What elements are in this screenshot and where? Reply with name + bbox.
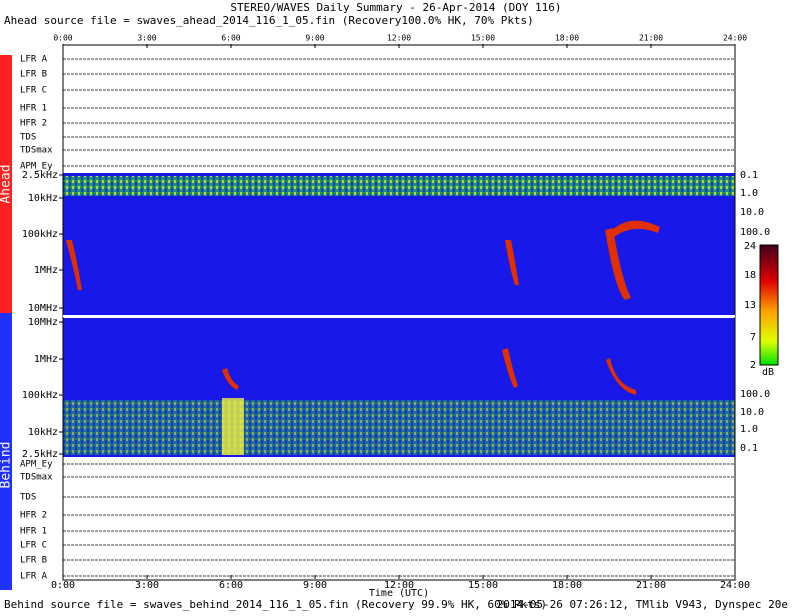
freq-label: 1MHz — [34, 265, 58, 276]
panel-label: TDS — [20, 133, 36, 143]
time-tick-top: 6:00 — [221, 34, 240, 43]
panel-label: LFR C — [20, 541, 47, 551]
behind-source: Behind source file = swaves_behind_2014_… — [4, 598, 547, 611]
colorbar-tick: 2 — [750, 360, 756, 371]
x-label: Time (UTC) — [369, 588, 429, 599]
time-tick-bottom: 18:00 — [552, 580, 582, 591]
behind-label: Behind — [0, 442, 14, 489]
freq-label: 10kHz — [28, 427, 58, 438]
colorbar-tick: 24 — [744, 241, 756, 252]
freq-label: 10MHz — [28, 317, 58, 328]
panel-label: HFR 1 — [20, 104, 47, 114]
panel-label: LFR B — [20, 556, 47, 566]
behind-noise — [63, 400, 735, 455]
time-tick-top: 9:00 — [305, 34, 324, 43]
behind-bar — [0, 313, 12, 590]
time-tick-top: 18:00 — [555, 34, 579, 43]
colorbar-tick: 18 — [744, 270, 756, 281]
time-tick-bottom: 24:00 — [720, 580, 750, 591]
right-axis-label: 0.1 — [740, 443, 758, 454]
freq-label: 10kHz — [28, 193, 58, 204]
right-axis-label: 1.0 — [740, 188, 758, 199]
panel-label: HFR 2 — [20, 119, 47, 129]
time-tick-bottom: 6:00 — [219, 580, 243, 591]
freq-label: 10MHz — [28, 303, 58, 314]
right-axis-label: 100.0 — [740, 227, 770, 238]
time-tick-bottom: 21:00 — [636, 580, 666, 591]
time-tick-bottom: 15:00 — [468, 580, 498, 591]
panel-label: LFR A — [20, 55, 48, 65]
panel-label: LFR A — [20, 572, 48, 582]
panel-label: HFR 2 — [20, 511, 47, 521]
colorbar-tick: 7 — [750, 332, 756, 343]
freq-label: 100kHz — [22, 390, 58, 401]
time-tick-bottom: 0:00 — [51, 580, 75, 591]
right-axis-label: 100.0 — [740, 389, 770, 400]
panel-label: TDS — [20, 493, 36, 503]
panel-label: HFR 1 — [20, 527, 47, 537]
ahead-noise — [63, 176, 735, 196]
right-axis-label: 10.0 — [740, 407, 764, 418]
time-tick-top: 12:00 — [387, 34, 411, 43]
time-tick-top: 24:00 — [723, 34, 747, 43]
time-tick-bottom: 12:00 — [384, 580, 414, 591]
panel-label: APM_Ey — [20, 162, 53, 172]
colorbar-tick: 13 — [744, 300, 756, 311]
title: STEREO/WAVES Daily Summary - 26-Apr-2014… — [230, 1, 561, 14]
panel-label: LFR B — [20, 70, 47, 80]
footer: 2014-05-26 07:26:12, TMlib V943, Dynspec… — [497, 598, 788, 611]
colorbar — [759, 244, 779, 366]
colorbar-unit: dB — [762, 367, 774, 378]
panel-label: APM_Ey — [20, 460, 53, 470]
panel-label: LFR C — [20, 86, 47, 96]
freq-label: 100kHz — [22, 229, 58, 240]
time-tick-bottom: 3:00 — [135, 580, 159, 591]
time-tick-top: 15:00 — [471, 34, 495, 43]
behind-band — [222, 398, 244, 455]
right-axis-label: 10.0 — [740, 207, 764, 218]
freq-label: 2.5kHz — [22, 449, 58, 460]
freq-label: 1MHz — [34, 354, 58, 365]
ahead-source: Ahead source file = swaves_ahead_2014_11… — [4, 14, 534, 27]
time-tick-top: 3:00 — [137, 34, 156, 43]
bursts — [66, 220, 660, 395]
freq-label: 2.5kHz — [22, 170, 58, 181]
time-tick-top: 21:00 — [639, 34, 663, 43]
ahead-label: Ahead — [0, 164, 14, 203]
right-axis-label: 0.1 — [740, 170, 758, 181]
ahead-bar — [0, 55, 12, 313]
time-tick-top: 0:00 — [53, 34, 72, 43]
panel-label: TDSmax — [20, 473, 53, 483]
frame — [62, 44, 736, 581]
time-tick-bottom: 9:00 — [303, 580, 327, 591]
right-axis-label: 1.0 — [740, 424, 758, 435]
panel-label: TDSmax — [20, 146, 53, 156]
